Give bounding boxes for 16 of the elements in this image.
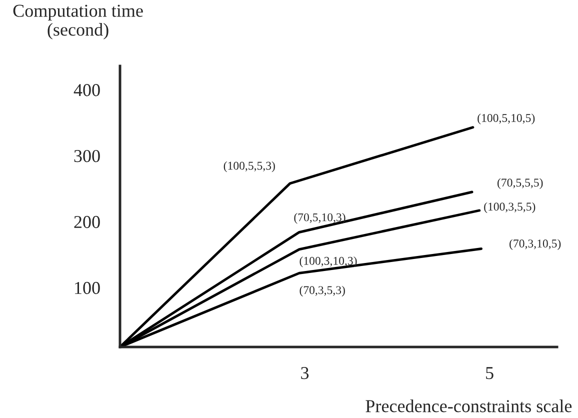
y-tick-label: 100 <box>75 282 100 294</box>
annotation: (70,5,10,3) <box>294 212 346 224</box>
x-axis-title: Precedence-constraints scale <box>366 400 572 412</box>
annotation: (100,3,5,5) <box>484 202 536 214</box>
annotation: (70,3,10,5) <box>510 239 561 250</box>
annotation: (100,5,10,5) <box>478 114 535 124</box>
annotation: (70,5,5,5) <box>498 178 543 190</box>
annotation: (100,5,5,3) <box>224 161 275 172</box>
y-axis-title: Computation time (second) <box>13 4 143 40</box>
y-tick-label: 200 <box>74 216 100 228</box>
x-tick-label: 3 <box>301 367 309 380</box>
y-tick-label: 300 <box>74 150 100 162</box>
x-tick-label: 5 <box>486 367 494 380</box>
y-tick-label: 400 <box>74 84 100 96</box>
annotation: (100,3,10,3) <box>300 256 357 268</box>
annotation: (70,3,5,3) <box>300 286 345 297</box>
